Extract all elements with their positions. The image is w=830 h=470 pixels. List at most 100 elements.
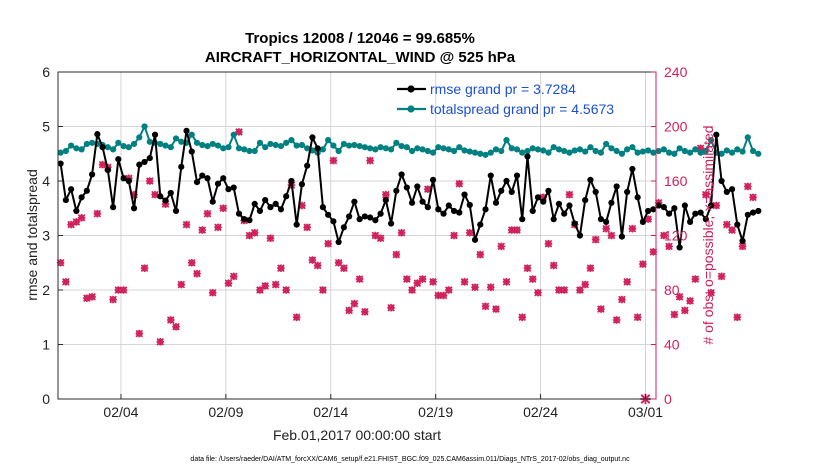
obs-assimilated-marker bbox=[166, 316, 175, 324]
rmse-data-point bbox=[68, 186, 75, 193]
totalspread-data-point bbox=[534, 146, 542, 153]
totalspread-data-point bbox=[220, 145, 227, 152]
totalspread-data-point bbox=[204, 143, 211, 150]
rmse-data-point bbox=[566, 202, 573, 209]
totalspread-data-point bbox=[629, 144, 636, 151]
rmse-data-point bbox=[277, 206, 285, 213]
totalspread-data-point bbox=[393, 139, 400, 146]
totalspread-data-point bbox=[382, 145, 389, 152]
totalspread-data-point bbox=[267, 140, 274, 148]
totalspread-data-point bbox=[62, 147, 69, 155]
rmse-data-point bbox=[267, 204, 274, 211]
obs-assimilated-marker bbox=[660, 231, 668, 240]
totalspread-data-point bbox=[503, 137, 510, 144]
rmse-data-point bbox=[283, 193, 290, 200]
totalspread-data-point bbox=[482, 151, 489, 158]
totalspread-data-point bbox=[109, 146, 117, 153]
obs-assimilated-marker bbox=[460, 278, 469, 286]
rmse-data-point bbox=[419, 198, 426, 205]
obs-assimilated-marker bbox=[261, 282, 270, 290]
rmse-data-point bbox=[309, 134, 316, 141]
rmse-data-point bbox=[555, 200, 563, 207]
totalspread-data-point bbox=[335, 147, 342, 155]
rmse-data-point bbox=[702, 216, 709, 223]
obs-assimilated-marker bbox=[513, 226, 521, 234]
obs-assimilated-marker bbox=[455, 179, 464, 188]
rmse-data-point bbox=[141, 158, 148, 166]
rmse-data-point bbox=[534, 194, 542, 201]
rmse-data-point bbox=[734, 221, 741, 228]
rmse-data-point bbox=[235, 210, 243, 217]
totalspread-data-point bbox=[372, 146, 379, 153]
y-right-tick-label: 120 bbox=[664, 228, 688, 244]
obs-assimilated-marker bbox=[397, 228, 406, 237]
totalspread-data-point bbox=[608, 145, 615, 152]
obs-assimilated-marker bbox=[633, 313, 642, 322]
obs-assimilated-marker bbox=[277, 264, 285, 272]
totalspread-data-point bbox=[193, 139, 201, 146]
totalspread-data-point bbox=[298, 141, 306, 149]
totalspread-data-point bbox=[293, 142, 300, 149]
obs-assimilated-marker bbox=[193, 269, 201, 278]
rmse-data-point bbox=[151, 131, 159, 138]
obs-assimilated-marker bbox=[119, 286, 128, 294]
rmse-data-point bbox=[429, 176, 437, 184]
rmse-data-point bbox=[639, 218, 646, 225]
rmse-data-point bbox=[424, 204, 431, 211]
obs-assimilated-marker bbox=[429, 278, 437, 286]
rmse-data-point bbox=[393, 187, 400, 194]
totalspread-data-point bbox=[424, 147, 431, 155]
obs-assimilated-marker bbox=[576, 286, 584, 294]
totalspread-data-point bbox=[246, 147, 253, 155]
obs-assimilated-marker bbox=[266, 234, 275, 243]
obs-assimilated-marker bbox=[707, 288, 715, 297]
rmse-data-point bbox=[241, 216, 248, 223]
rmse-data-point bbox=[398, 171, 405, 178]
totalspread-data-point bbox=[613, 147, 620, 155]
totalspread-data-point bbox=[676, 145, 683, 152]
totalspread-data-point bbox=[230, 131, 237, 138]
obs-assimilated-marker bbox=[686, 297, 694, 305]
obs-assimilated-marker bbox=[109, 295, 117, 304]
obs-assimilated-marker bbox=[502, 278, 511, 286]
obs-assimilated-marker bbox=[334, 258, 343, 267]
obs-assimilated-marker bbox=[72, 218, 81, 226]
rmse-data-point bbox=[104, 167, 111, 174]
obs-assimilated-marker bbox=[450, 231, 458, 240]
obs-assimilated-marker bbox=[219, 204, 228, 213]
totalspread-data-point bbox=[728, 149, 736, 156]
obs-assimilated-marker bbox=[717, 272, 726, 281]
rmse-data-point bbox=[450, 207, 458, 215]
obs-assimilated-marker bbox=[743, 182, 752, 191]
obs-assimilated-marker bbox=[366, 156, 374, 165]
x-tick-label: 02/14 bbox=[313, 404, 348, 420]
obs-assimilated-marker bbox=[681, 306, 689, 315]
obs-assimilated-marker bbox=[329, 156, 338, 165]
totalspread-data-point bbox=[141, 123, 148, 130]
rmse-series-line bbox=[59, 129, 759, 249]
totalspread-data-point bbox=[387, 146, 395, 153]
obs-assimilated-marker bbox=[177, 280, 186, 289]
obs-assimilated-marker bbox=[355, 275, 364, 283]
rmse-data-point bbox=[361, 213, 368, 220]
totalspread-data-point bbox=[697, 149, 704, 156]
obs-assimilated-marker bbox=[639, 260, 647, 268]
totalspread-data-point bbox=[435, 144, 442, 151]
obs-assimilated-marker bbox=[135, 329, 144, 338]
rmse-data-point bbox=[482, 206, 489, 213]
rmse-data-point bbox=[513, 172, 521, 179]
rmse-data-point bbox=[603, 218, 610, 225]
obs-assimilated-marker bbox=[733, 313, 742, 322]
obs-assimilated-marker bbox=[476, 250, 485, 259]
totalspread-data-point bbox=[524, 147, 531, 155]
rmse-data-point bbox=[650, 206, 657, 213]
rmse-data-point bbox=[57, 160, 64, 167]
obs-assimilated-marker bbox=[534, 288, 542, 297]
totalspread-data-point bbox=[571, 147, 578, 154]
obs-assimilated-marker bbox=[565, 190, 574, 199]
x-tick-label: 02/09 bbox=[208, 404, 243, 420]
totalspread-data-point bbox=[513, 146, 521, 153]
totalspread-data-point bbox=[304, 145, 311, 152]
totalspread-data-point bbox=[162, 142, 169, 149]
x-tick-label: 02/19 bbox=[418, 404, 453, 420]
